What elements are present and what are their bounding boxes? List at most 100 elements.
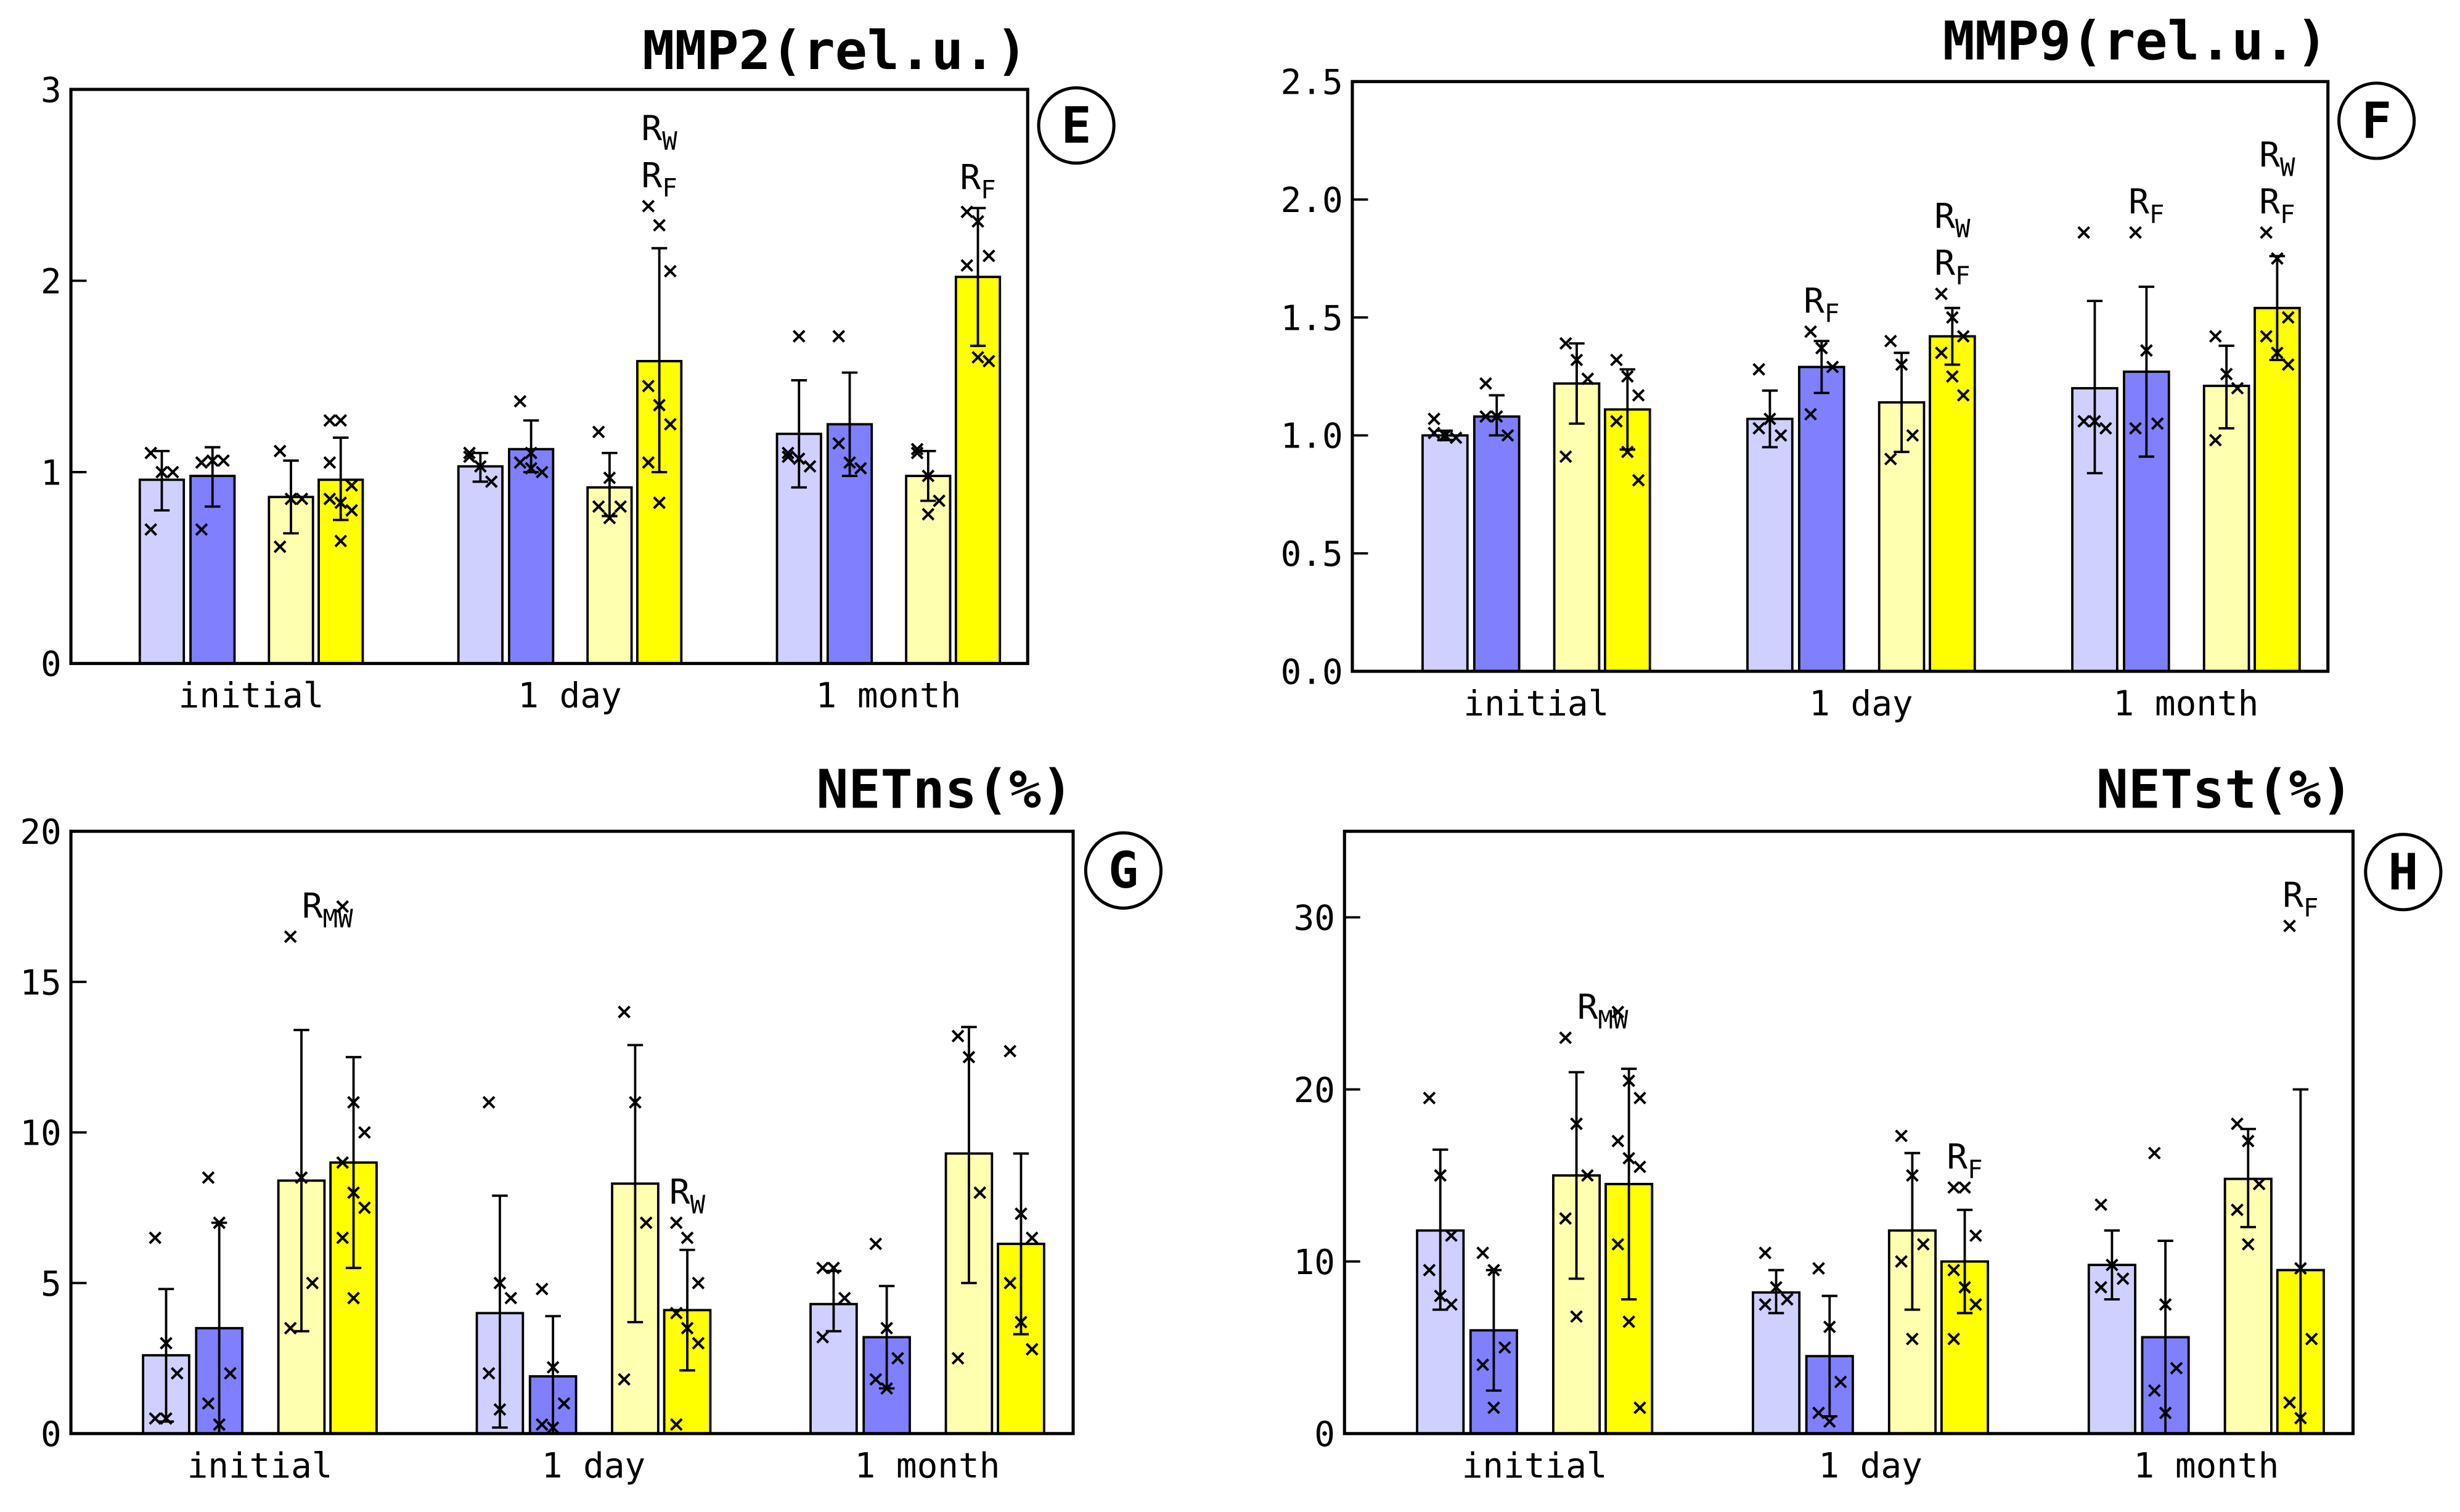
data-point (2094, 1198, 2107, 1211)
data-point (347, 1186, 360, 1199)
data-point (832, 330, 846, 343)
data-point (535, 1418, 549, 1431)
data-point (1969, 1298, 1982, 1311)
data-point (1826, 361, 1839, 374)
x-tick-label: 1 day (518, 676, 621, 716)
data-point (1620, 370, 1634, 383)
data-point (960, 205, 974, 219)
bar (2254, 306, 2301, 672)
data-point (2271, 252, 2284, 265)
data-point (2271, 346, 2284, 359)
y-tick-label: 20 (1294, 1071, 1335, 1111)
data-point (792, 452, 806, 465)
chart-title: MMP9(rel.u.) (1943, 11, 2328, 73)
y-tick-label: 0.0 (1281, 652, 1343, 692)
data-point (1956, 388, 1970, 402)
data-point (546, 1421, 560, 1434)
data-point (960, 259, 974, 272)
x-tick-label: 1 day (542, 1446, 645, 1486)
data-point (603, 512, 616, 525)
data-point (284, 930, 297, 943)
data-point (323, 414, 337, 427)
data-point (692, 1277, 705, 1289)
data-point (1610, 353, 1623, 367)
data-point (1479, 377, 1492, 390)
data-point (2260, 330, 2273, 343)
data-point (345, 479, 358, 492)
y-tick-label: 1.0 (1281, 417, 1343, 457)
data-point (504, 1291, 518, 1305)
panel-label: H (2388, 843, 2418, 902)
data-point (816, 1331, 829, 1344)
data-point (160, 1336, 173, 1350)
data-point (2077, 226, 2090, 239)
y-tick-label: 0.5 (1281, 534, 1343, 574)
data-point (1622, 1151, 1636, 1165)
data-point (2231, 1203, 2244, 1217)
data-point (1823, 1415, 1836, 1428)
data-point (525, 462, 537, 475)
data-point (1611, 1005, 1625, 1019)
data-point (933, 494, 946, 507)
data-point (680, 1322, 694, 1335)
data-point (1633, 1160, 1646, 1174)
data-point (2209, 433, 2222, 447)
data-point (1969, 1229, 1982, 1243)
data-point (2129, 226, 2142, 239)
data-point (1622, 1074, 1636, 1087)
data-point (1759, 1246, 1772, 1259)
data-point (592, 425, 605, 439)
data-point (1581, 1169, 1594, 1182)
data-point (1423, 1092, 1436, 1105)
data-point (680, 1231, 694, 1244)
data-point (642, 456, 655, 469)
x-tick-label: initial (1463, 684, 1609, 724)
data-point (2170, 1362, 2183, 1375)
y-tick-label: 3 (41, 70, 62, 110)
data-point (217, 454, 230, 467)
data-point (1434, 1289, 1447, 1302)
data-point (149, 1231, 162, 1244)
data-point (1003, 1277, 1017, 1289)
data-point (869, 1373, 883, 1386)
data-point (973, 1186, 987, 1199)
data-point (880, 1382, 893, 1395)
data-point (1752, 362, 1765, 376)
data-point (1003, 1044, 1017, 1058)
data-point (603, 471, 616, 484)
data-point (910, 446, 924, 460)
data-point (2094, 1281, 2107, 1294)
data-point (614, 500, 627, 513)
data-point (1935, 287, 1948, 301)
bar (1929, 335, 1976, 672)
chart-title: MMP2(rel.u.) (642, 20, 1028, 82)
data-point (463, 450, 476, 464)
data-point (843, 456, 856, 469)
data-point (295, 492, 309, 505)
y-tick-label: 2.0 (1281, 181, 1343, 221)
x-tick-label: initial (1462, 1446, 1608, 1486)
data-point (334, 496, 348, 509)
data-point (170, 1367, 184, 1380)
data-point (653, 496, 666, 509)
bar (1421, 434, 1469, 672)
data-point (1935, 346, 1948, 359)
data-point (2241, 1238, 2255, 1251)
data-point (1834, 1375, 1847, 1389)
data-point (149, 1412, 162, 1425)
data-point (2305, 1332, 2318, 1346)
data-point (642, 200, 655, 213)
plot-frame (69, 88, 1029, 665)
data-point (782, 450, 795, 464)
data-point (1815, 341, 1828, 355)
data-point (1570, 353, 1583, 367)
data-point (1622, 1315, 1636, 1328)
data-point (1895, 1255, 1908, 1268)
data-point (306, 1277, 319, 1289)
data-point (1476, 1246, 1489, 1259)
data-point (1487, 1264, 1500, 1277)
data-point (1884, 334, 1897, 348)
significance-annotation: RF (1934, 243, 1970, 290)
x-tick-label: initial (187, 1446, 333, 1486)
